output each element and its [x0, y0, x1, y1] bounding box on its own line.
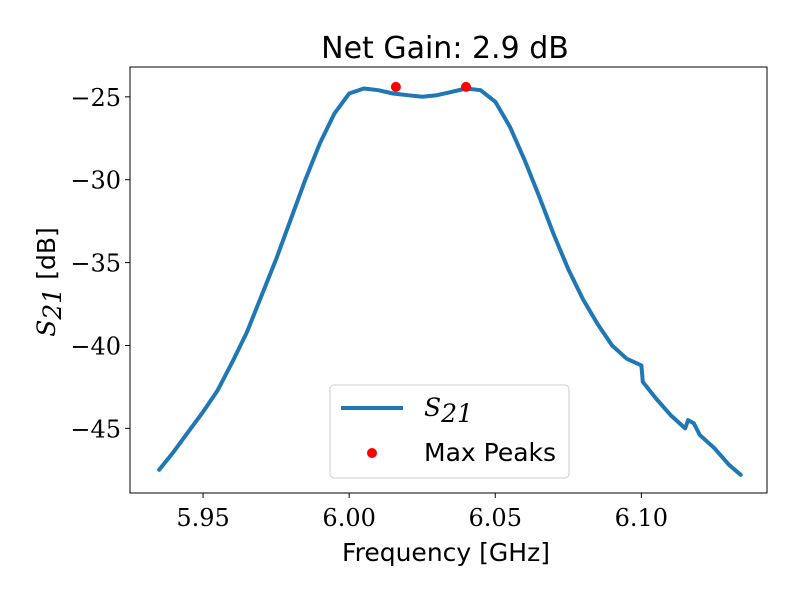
y-tick-label: −40: [70, 332, 121, 360]
legend-peaks-label: Max Peaks: [424, 438, 556, 467]
x-tick-label: 5.95: [176, 504, 229, 532]
legend-series-subscript: 21: [440, 399, 473, 428]
peak-marker: [390, 81, 401, 92]
x-tick-label: 6.10: [615, 504, 668, 532]
y-axis: −25 −30 −35 −40 −45: [70, 84, 130, 443]
x-tick-label: 6.05: [469, 504, 522, 532]
y-tick-label: −35: [70, 250, 121, 278]
x-tick-label: 6.00: [322, 504, 375, 532]
y-tick-label: −25: [70, 84, 121, 112]
x-axis-label: Frequency [GHz]: [342, 538, 550, 567]
y-axis-label: S21 [dB]: [32, 227, 67, 336]
series-line-s21: [157, 86, 743, 477]
chart-title: Net Gain: 2.9 dB: [321, 31, 569, 66]
legend-series-symbol: S: [424, 393, 441, 422]
peak-marker: [461, 81, 471, 92]
y-tick-label: −30: [70, 167, 121, 195]
plot-area: [157, 81, 743, 477]
legend: S21 Max Peaks: [329, 384, 570, 479]
x-axis: 5.95 6.00 6.05 6.10: [176, 493, 668, 532]
legend-entry-series: S21: [424, 393, 473, 428]
legend-peak-marker: [367, 448, 377, 458]
axes-frame: [129, 66, 768, 494]
y-axis-label-symbol: S: [32, 320, 61, 337]
y-axis-label-subscript: 21: [38, 288, 67, 321]
y-axis-label-unit: [dB]: [32, 227, 61, 280]
y-tick-label: −45: [70, 415, 121, 443]
